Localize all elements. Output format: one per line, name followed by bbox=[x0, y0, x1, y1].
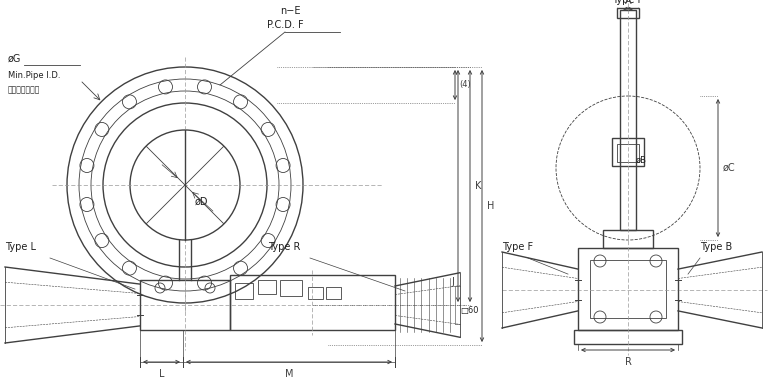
Text: Min.Pipe I.D.: Min.Pipe I.D. bbox=[8, 71, 61, 80]
Text: øD: øD bbox=[195, 197, 208, 207]
Text: øG: øG bbox=[8, 54, 22, 64]
Text: øB: øB bbox=[636, 156, 647, 165]
Bar bbox=[235, 283, 253, 299]
Text: Type F: Type F bbox=[612, 0, 644, 5]
Text: M: M bbox=[285, 369, 293, 379]
Bar bbox=[230, 275, 395, 330]
Text: H: H bbox=[487, 201, 495, 211]
Bar bbox=[603, 230, 653, 248]
Text: Type L: Type L bbox=[5, 242, 36, 252]
Text: 接続管最小内径: 接続管最小内径 bbox=[8, 85, 41, 94]
Bar bbox=[590, 260, 666, 318]
Bar bbox=[326, 287, 341, 299]
Text: Type F: Type F bbox=[502, 242, 533, 252]
Bar bbox=[617, 8, 639, 18]
Text: J: J bbox=[451, 277, 454, 287]
Bar bbox=[578, 248, 678, 330]
Text: A: A bbox=[624, 0, 631, 6]
Bar bbox=[574, 330, 682, 344]
Text: P.C.D. F: P.C.D. F bbox=[266, 20, 303, 30]
Bar bbox=[612, 138, 644, 166]
Text: □60: □60 bbox=[460, 306, 478, 315]
Bar bbox=[308, 287, 323, 299]
Text: L: L bbox=[159, 369, 164, 379]
Bar bbox=[280, 280, 302, 296]
Bar bbox=[620, 10, 636, 230]
Bar bbox=[140, 280, 230, 330]
Text: n−E: n−E bbox=[280, 6, 300, 16]
Text: Type R: Type R bbox=[268, 242, 300, 252]
Bar bbox=[258, 280, 276, 294]
Text: øC: øC bbox=[723, 163, 736, 173]
Bar bbox=[617, 144, 639, 162]
Text: R: R bbox=[624, 357, 631, 367]
Text: K: K bbox=[475, 181, 482, 191]
Text: (4): (4) bbox=[459, 80, 471, 90]
Text: Type B: Type B bbox=[700, 242, 732, 252]
